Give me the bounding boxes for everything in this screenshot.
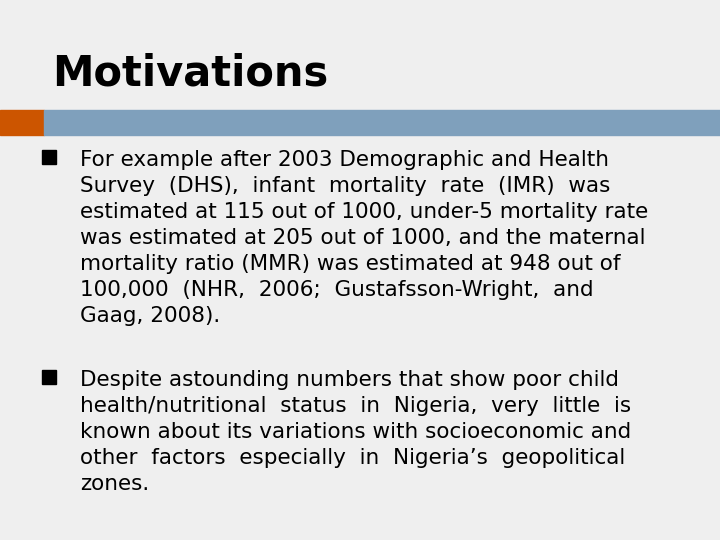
Bar: [0, 110, 44, 135]
Text: estimated at 115 out of 1000, under-5 mortality rate: estimated at 115 out of 1000, under-5 mo…: [80, 202, 648, 222]
Text: Gaag, 2008).: Gaag, 2008).: [80, 306, 220, 326]
Text: 100,000  (NHR,  2006;  Gustafsson-Wright,  and: 100,000 (NHR, 2006; Gustafsson-Wright, a…: [80, 280, 593, 300]
Text: mortality ratio (MMR) was estimated at 948 out of: mortality ratio (MMR) was estimated at 9…: [80, 254, 621, 274]
Text: health/nutritional  status  in  Nigeria,  very  little  is: health/nutritional status in Nigeria, ve…: [80, 396, 631, 416]
Bar: [42, 370, 56, 384]
Text: was estimated at 205 out of 1000, and the maternal: was estimated at 205 out of 1000, and th…: [80, 228, 646, 248]
Text: Motivations: Motivations: [52, 52, 328, 94]
Text: zones.: zones.: [80, 474, 149, 494]
Bar: [44, 110, 720, 135]
Text: other  factors  especially  in  Nigeria’s  geopolitical: other factors especially in Nigeria’s ge…: [80, 448, 625, 468]
Text: Survey  (DHS),  infant  mortality  rate  (IMR)  was: Survey (DHS), infant mortality rate (IMR…: [80, 176, 611, 196]
Text: known about its variations with socioeconomic and: known about its variations with socioeco…: [80, 422, 631, 442]
Text: For example after 2003 Demographic and Health: For example after 2003 Demographic and H…: [80, 150, 609, 170]
Text: Despite astounding numbers that show poor child: Despite astounding numbers that show poo…: [80, 370, 619, 390]
Bar: [42, 150, 56, 164]
